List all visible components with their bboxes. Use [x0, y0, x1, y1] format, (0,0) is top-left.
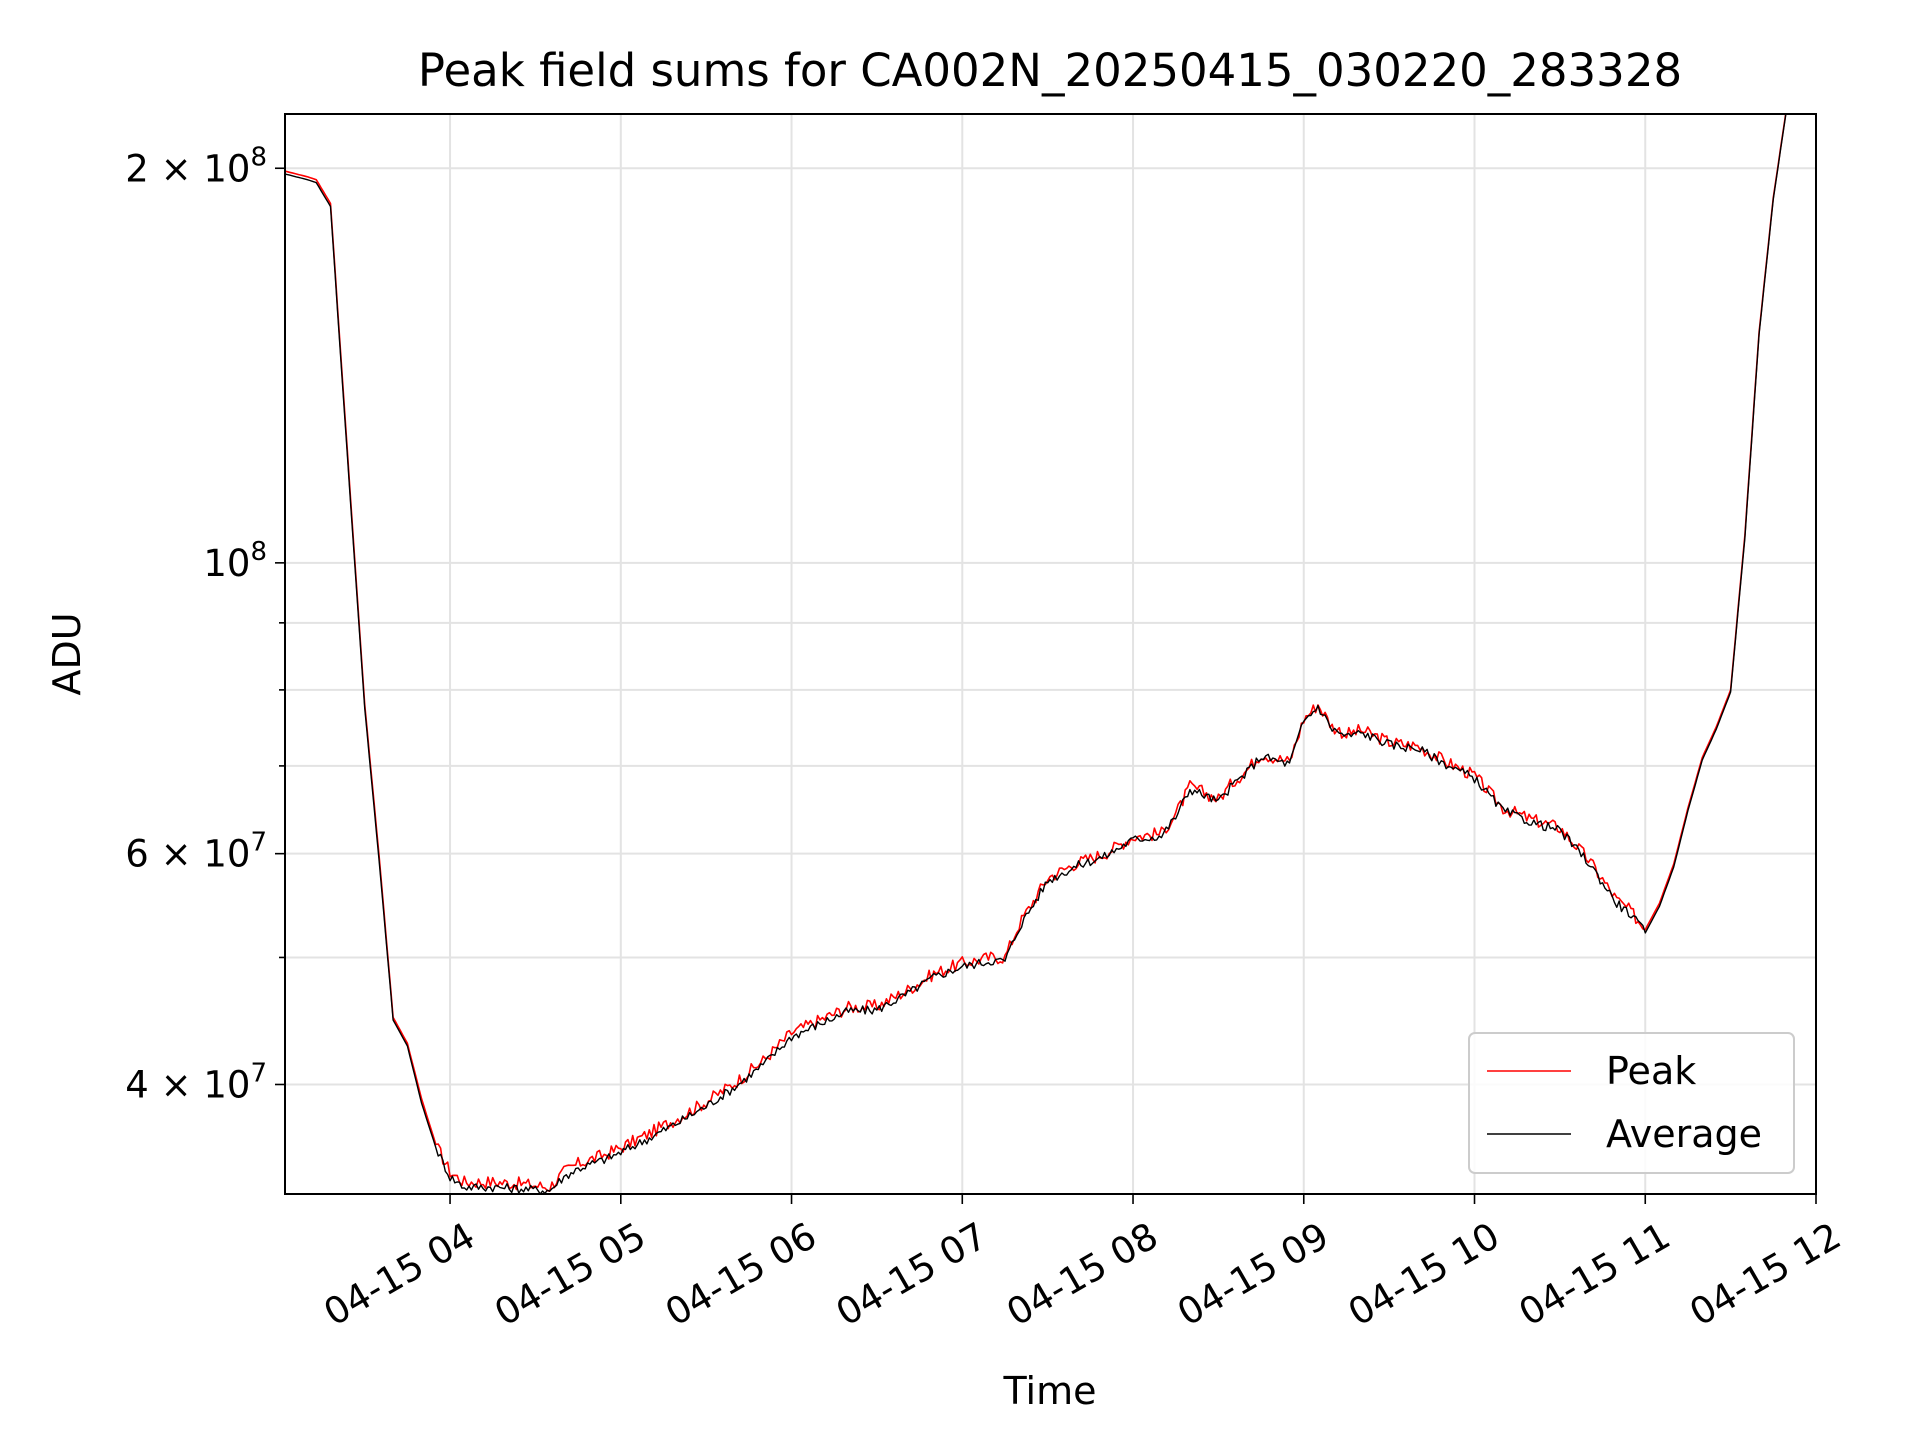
grid [285, 114, 1816, 1194]
y-tick-base: 10 [203, 542, 250, 585]
y-tick-times: × 10 [149, 1063, 251, 1106]
legend: Peak Average [1468, 1032, 1795, 1174]
y-tick-mantissa: 4 [125, 1063, 149, 1106]
y-tick-mantissa: 2 [125, 147, 149, 190]
legend-box [1468, 1032, 1795, 1174]
y-tick-times: × 10 [149, 833, 251, 876]
y-tick-exponent: 8 [250, 142, 267, 172]
legend-label-peak: Peak [1606, 1049, 1696, 1093]
y-tick-label: 108 [203, 537, 267, 585]
chart-title: Peak field sums for CA002N_20250415_0302… [418, 44, 1682, 97]
y-axis-label: ADU [45, 612, 89, 695]
series-layer [285, 114, 1787, 1194]
y-tick-exponent: 7 [250, 1058, 267, 1088]
y-tick-times: × 10 [149, 147, 251, 190]
x-axis-label: Time [1003, 1369, 1097, 1413]
y-tick-label: 6 × 107 [125, 828, 267, 876]
series-line-average [285, 114, 1787, 1194]
y-tick-label: 2 × 108 [125, 142, 267, 190]
y-tick-exponent: 8 [250, 537, 267, 567]
legend-label-average: Average [1606, 1112, 1762, 1156]
y-tick-exponent: 7 [250, 828, 267, 858]
y-tick-mantissa: 6 [125, 833, 149, 876]
plot-frame [284, 113, 1817, 1195]
y-tick-label: 4 × 107 [125, 1058, 267, 1106]
